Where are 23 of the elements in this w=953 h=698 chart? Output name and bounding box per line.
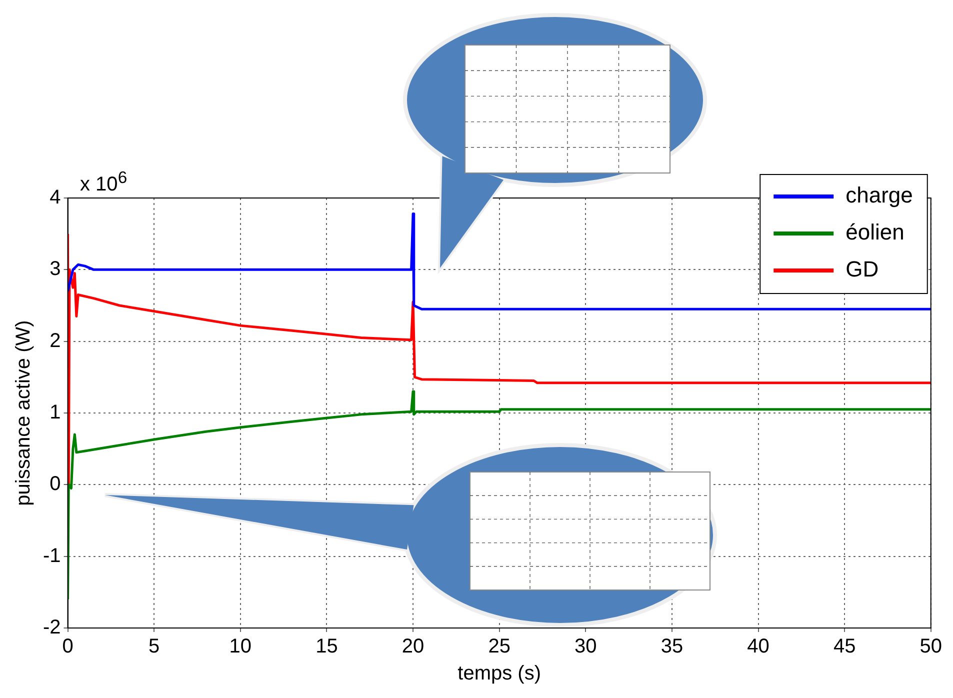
legend-label: charge [846, 182, 913, 208]
x-tick-label: 50 [920, 636, 942, 658]
x-tick-label: 15 [316, 636, 338, 658]
x-tick-label: 5 [148, 636, 160, 658]
x-tick-label: 45 [833, 636, 856, 658]
y-tick-label: 0 [50, 473, 61, 496]
x-tick-label: 20 [402, 636, 424, 658]
y-tick-label: -1 [42, 544, 61, 567]
legend-label: éolien [846, 220, 904, 245]
x-axis-title: temps (s) [458, 662, 541, 685]
y-tick-label: 4 [50, 186, 61, 209]
y-axis-title: puissance active (W) [12, 320, 35, 506]
x-tick-label: 35 [660, 636, 684, 658]
x-tick-label: 10 [229, 636, 252, 658]
text: x 10$^{6}$ [80, 168, 128, 197]
y-tick-label: 1 [50, 402, 61, 424]
x-tick-label: 40 [747, 636, 770, 658]
legend-label: GD [846, 256, 879, 282]
y-tick-label: 2 [50, 330, 61, 352]
x-tick-label: 25 [488, 636, 510, 658]
y-tick-label: 3 [50, 258, 61, 280]
y-tick-label: -2 [42, 616, 61, 639]
x-tick-label: 30 [574, 636, 597, 658]
